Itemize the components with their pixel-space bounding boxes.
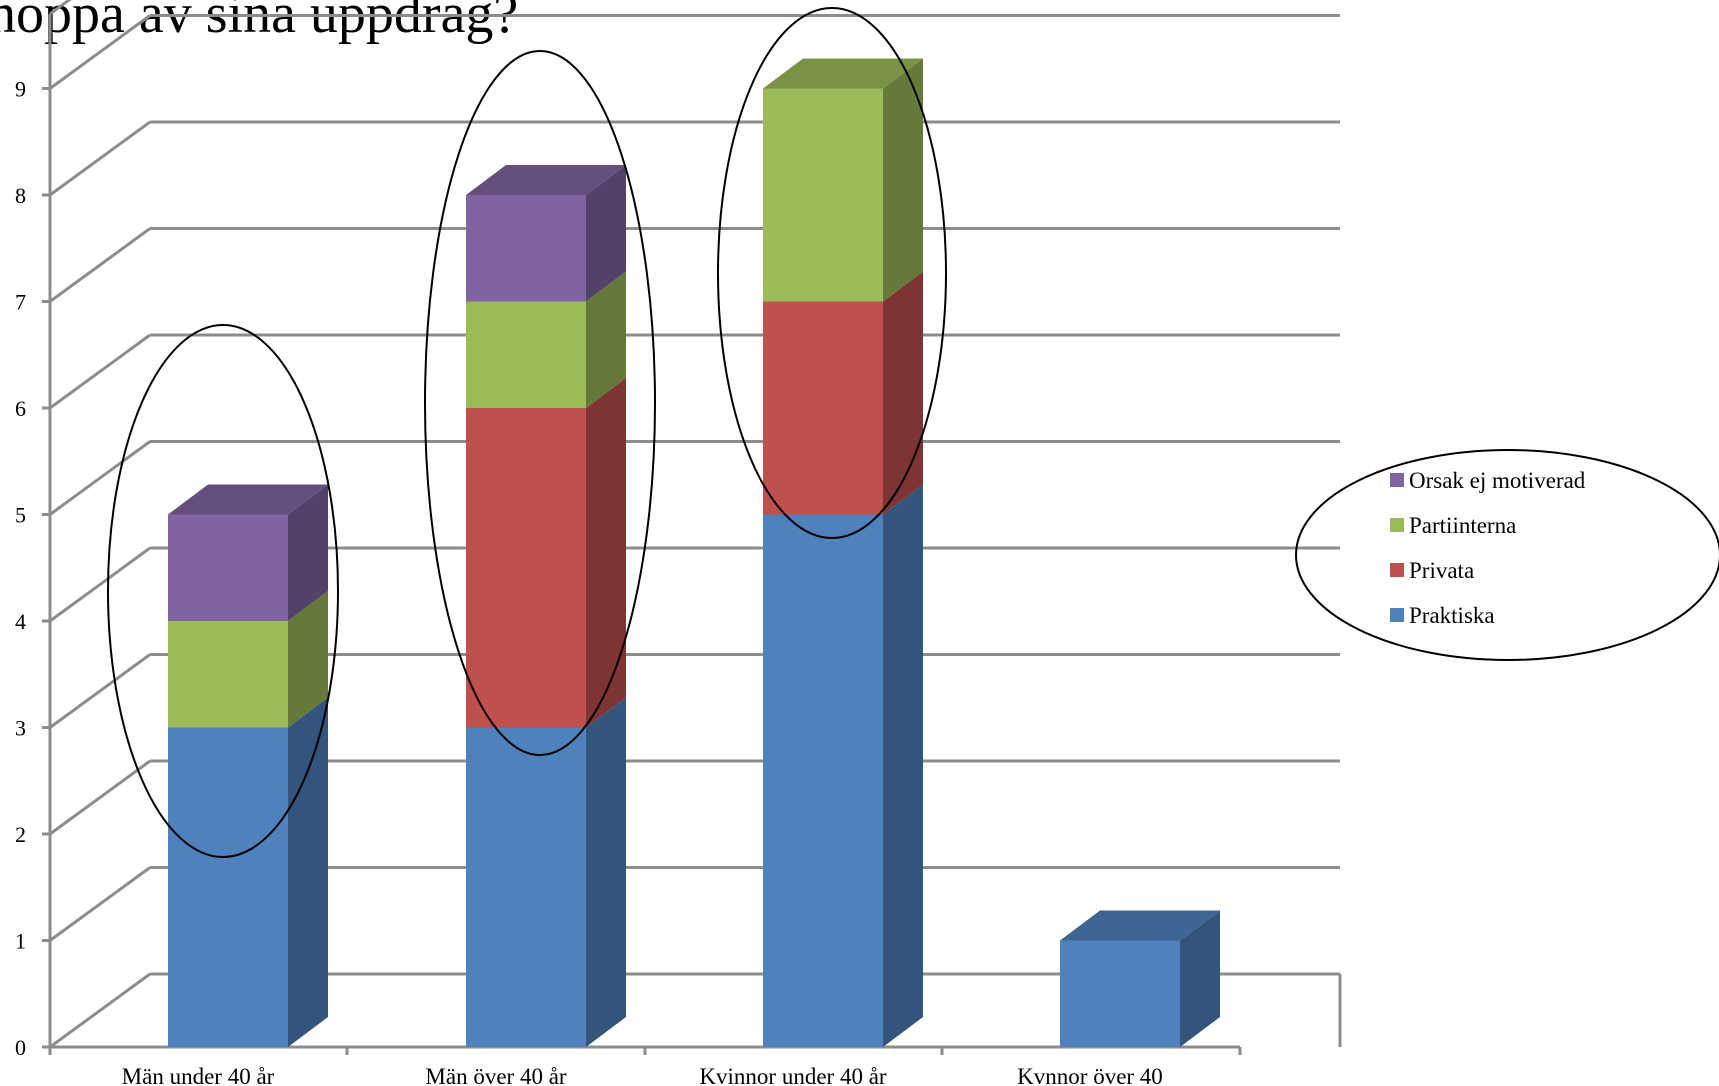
bar-side bbox=[1180, 910, 1220, 1047]
bar-side bbox=[586, 165, 626, 302]
bar-side bbox=[586, 378, 626, 728]
x-tick-label: Kvnnor över 40 bbox=[1017, 1064, 1163, 1086]
legend-swatch bbox=[1390, 518, 1404, 532]
legend-label: Partiinterna bbox=[1409, 513, 1516, 538]
y-tick-label: 2 bbox=[15, 822, 26, 847]
legend-label: Privata bbox=[1409, 558, 1474, 583]
side-gridline bbox=[49, 759, 151, 836]
bar-top bbox=[763, 58, 923, 89]
y-tick-label: 5 bbox=[15, 503, 26, 528]
y-tick-label: 0 bbox=[15, 1035, 26, 1060]
bar-side bbox=[586, 697, 626, 1047]
legend-label: Orsak ej motiverad bbox=[1409, 468, 1586, 493]
y-tick-label: 6 bbox=[15, 396, 26, 421]
bar-2 bbox=[763, 58, 923, 1047]
chart-title: hoppa av sina uppdrag? bbox=[0, 0, 518, 45]
legend-swatch bbox=[1390, 563, 1404, 577]
bar-segment bbox=[168, 727, 288, 1047]
bar-1 bbox=[466, 165, 626, 1047]
x-tick-label: Män under 40 år bbox=[122, 1064, 275, 1086]
grid bbox=[49, 0, 1342, 1049]
annotation-ellipse bbox=[424, 50, 656, 756]
bar-side bbox=[288, 484, 328, 621]
y-tick-label: 9 bbox=[15, 77, 26, 102]
side-gridline bbox=[49, 227, 151, 303]
bar-segment bbox=[466, 408, 586, 728]
annotation-ellipse bbox=[107, 324, 339, 858]
floor-edge bbox=[49, 972, 151, 1049]
side-gridline bbox=[49, 14, 151, 90]
bar-top bbox=[168, 484, 328, 515]
bar-0 bbox=[168, 484, 328, 1047]
annotation-ellipses bbox=[107, 7, 947, 858]
y-tick-label: 4 bbox=[15, 609, 26, 634]
bar-segment bbox=[763, 301, 883, 515]
bar-top bbox=[466, 165, 626, 195]
bar-segment bbox=[1060, 940, 1180, 1047]
side-gridline bbox=[49, 866, 151, 942]
side-gridline bbox=[49, 653, 151, 729]
bar-segment bbox=[168, 621, 288, 728]
bar-segment bbox=[466, 727, 586, 1047]
bar-segment bbox=[466, 195, 586, 302]
x-tick-label: Kvinnor under 40 år bbox=[699, 1064, 886, 1086]
side-gridline bbox=[49, 546, 151, 623]
x-tick-label: Män över 40 år bbox=[425, 1064, 566, 1086]
bar-3 bbox=[1060, 910, 1220, 1047]
legend-ellipse bbox=[1295, 449, 1719, 661]
legend-swatch bbox=[1390, 473, 1404, 487]
bar-side bbox=[883, 271, 923, 515]
bar-top bbox=[1060, 910, 1220, 941]
y-tick-label: 7 bbox=[15, 290, 26, 315]
bar-segment bbox=[168, 514, 288, 621]
bar-side bbox=[883, 58, 923, 302]
side-gridline bbox=[49, 0, 72, 16]
side-gridline bbox=[49, 120, 151, 197]
legend-swatch bbox=[1390, 608, 1404, 622]
y-tick-label: 3 bbox=[15, 716, 26, 741]
bar-segment bbox=[466, 301, 586, 408]
side-gridline bbox=[49, 333, 151, 410]
bar-segment bbox=[763, 514, 883, 1047]
bar-side bbox=[288, 591, 328, 728]
bar-segment bbox=[763, 88, 883, 302]
bar-side bbox=[288, 697, 328, 1047]
side-gridline bbox=[49, 440, 151, 516]
bar-side bbox=[586, 271, 626, 408]
annotation-ellipse bbox=[717, 7, 947, 539]
y-tick-label: 1 bbox=[15, 929, 26, 954]
axes: 0 1 2 3 4 5 6 7 8 9 Män under 40 år Män över 40 år K… bbox=[15, 13, 1242, 1086]
bar-side bbox=[883, 484, 923, 1047]
y-tick-label: 8 bbox=[15, 183, 26, 208]
legend-label: Praktiska bbox=[1409, 603, 1495, 628]
legend: Orsak ej motiverad Partiinterna Privata Pra… bbox=[1295, 449, 1719, 661]
bars bbox=[168, 58, 1220, 1047]
